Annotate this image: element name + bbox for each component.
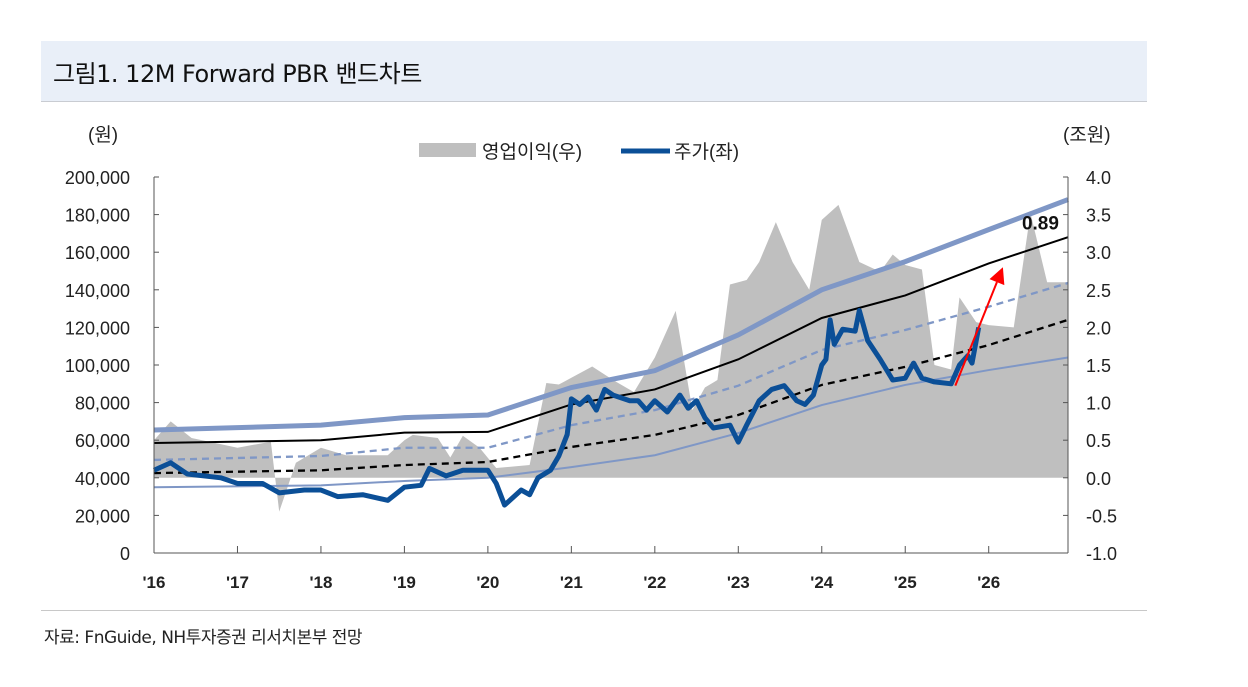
right-axis-unit: (조원)	[1063, 124, 1111, 146]
right-tick-label: 1.5	[1086, 356, 1111, 376]
legend-label-earnings: 영업이익(우)	[482, 141, 582, 163]
x-tick-label: '18	[309, 573, 332, 592]
legend: 영업이익(우) 주가(좌)	[419, 141, 739, 163]
left-tick-label: 100,000	[65, 356, 130, 376]
band-mid-low-line	[153, 318, 1069, 475]
left-tick-label: 40,000	[75, 469, 130, 489]
band-0.89-line	[153, 236, 1069, 445]
right-tick-label: 1.0	[1086, 394, 1111, 414]
x-tick-label: '17	[226, 573, 249, 592]
x-tick-label: '24	[810, 573, 833, 592]
right-tick-label: -0.5	[1086, 506, 1117, 526]
x-tick-label: '25	[894, 573, 917, 592]
annotation-layer: 0.89	[954, 214, 1059, 387]
x-tick-label: '16	[143, 573, 166, 592]
left-tick-label: 180,000	[65, 206, 130, 226]
right-tick-label: 2.0	[1086, 318, 1111, 338]
x-tick-label: '22	[643, 573, 666, 592]
band-mid-high-line	[153, 281, 1069, 462]
figure-title-bar: 그림1. 12M Forward PBR 밴드차트	[41, 41, 1147, 102]
left-tick-label: 80,000	[75, 394, 130, 414]
right-tick-label: -1.0	[1086, 544, 1117, 564]
x-tick-label: '20	[476, 573, 499, 592]
x-tick-label: '26	[977, 573, 1000, 592]
right-tick-label: 2.5	[1086, 281, 1111, 301]
source-note: 자료: FnGuide, NH투자증권 리서치본부 전망	[44, 628, 363, 648]
axes-layer: 200,000 180,000 160,000 140,000 120,000 100,0…	[65, 168, 1117, 592]
left-tick-label: 120,000	[65, 318, 130, 338]
x-tick-label: '23	[727, 573, 750, 592]
band-top-line	[153, 197, 1069, 433]
band-multiple-label: 0.89	[1022, 214, 1059, 235]
legend-label-price: 주가(좌)	[674, 141, 739, 163]
right-tick-label: 0.5	[1086, 431, 1111, 451]
right-tick-label: 4.0	[1086, 168, 1111, 188]
left-axis-unit: (원)	[88, 124, 118, 146]
price-line-layer	[152, 307, 982, 508]
footer-divider	[41, 610, 1147, 611]
left-tick-label: 160,000	[65, 243, 130, 263]
price-line	[152, 307, 982, 508]
x-tick-label: '21	[560, 573, 583, 592]
left-tick-label: 20,000	[75, 506, 130, 526]
figure-title: 그림1. 12M Forward PBR 밴드차트	[53, 60, 422, 88]
x-tick-label: '19	[393, 573, 416, 592]
right-tick-label: 0.0	[1086, 469, 1111, 489]
left-tick-label: 200,000	[65, 168, 130, 188]
red-arrow-shaft	[954, 281, 998, 387]
left-tick-label: 60,000	[75, 431, 130, 451]
left-tick-label: 0	[120, 544, 130, 564]
red-arrow-head-icon	[989, 267, 1005, 286]
left-tick-label: 140,000	[65, 281, 130, 301]
right-tick-label: 3.0	[1086, 243, 1111, 263]
right-tick-label: 3.5	[1086, 206, 1111, 226]
legend-swatch-earnings	[419, 143, 476, 157]
